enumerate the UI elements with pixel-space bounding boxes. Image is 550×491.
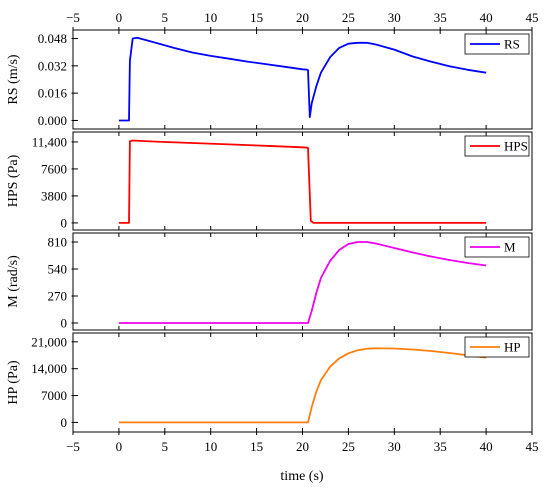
y-tick-label: 0.048: [38, 31, 67, 46]
y-tick-label: 0: [61, 215, 68, 230]
y-tick-label: 810: [48, 235, 68, 250]
legend: RS: [464, 33, 530, 55]
y-tick-label: 270: [48, 289, 68, 304]
x-tick-label-top: −5: [66, 10, 80, 25]
y-tick-label: 14,000: [31, 361, 67, 376]
y-axis-title: HPS (Pa): [6, 154, 21, 207]
y-axis-title: RS (m/s): [6, 54, 21, 105]
legend-label: M: [504, 240, 516, 255]
x-tick-label-bottom: 5: [162, 439, 169, 454]
series-line-rs: [118, 36, 487, 122]
y-tick-label: 3800: [41, 188, 67, 203]
x-tick-label-top: 45: [526, 10, 539, 25]
x-tick-label-bottom: 15: [250, 439, 263, 454]
y-tick-label: 0.016: [38, 86, 68, 101]
panel-frame: [72, 232, 533, 331]
x-tick-label-bottom: 0: [116, 439, 123, 454]
x-tick-label-bottom: 45: [526, 439, 539, 454]
panel-4: 0 7000 14,000 21,000 HP (Pa) HP: [6, 332, 533, 433]
y-tick-label: 11,400: [32, 134, 67, 149]
series-line-m: [118, 241, 487, 324]
x-tick-label-bottom: 20: [296, 439, 309, 454]
x-tick-label-bottom: −5: [66, 439, 80, 454]
panel-frame: [72, 332, 533, 433]
x-axis-title: time (s): [280, 469, 323, 484]
legend: M: [464, 236, 530, 258]
y-axis-title: HP (Pa): [6, 360, 21, 405]
legend: HP: [464, 336, 530, 358]
x-tick-label-bottom: 25: [342, 439, 355, 454]
legend-label: RS: [504, 37, 520, 52]
y-tick-label: 0.000: [38, 113, 67, 128]
y-tick-label: 0.032: [38, 58, 67, 73]
panel-frame: [72, 29, 533, 130]
x-tick-label-top: 20: [296, 10, 309, 25]
panel-1: 0.000 0.016 0.032 0.048 RS (m/s) RS: [6, 29, 533, 130]
legend: HPS: [464, 135, 530, 157]
legend-label: HP: [504, 340, 521, 355]
y-tick-label: 0: [61, 415, 68, 430]
y-tick-label: 7000: [41, 388, 67, 403]
panel-2: 0 3800 7600 11,400 HPS (Pa) HPS: [6, 131, 533, 231]
x-tick-label-top: 30: [388, 10, 401, 25]
series-line-hp: [118, 347, 487, 424]
x-tick-label-top: 15: [250, 10, 263, 25]
x-tick-label-top: 5: [162, 10, 169, 25]
x-tick-label-bottom: 40: [480, 439, 493, 454]
x-tick-label-bottom: 35: [434, 439, 447, 454]
x-tick-label-top: 10: [204, 10, 217, 25]
y-axis-title: M (rad/s): [6, 255, 21, 308]
x-tick-label-top: 25: [342, 10, 355, 25]
y-tick-label: 21,000: [31, 334, 67, 349]
x-tick-label-bottom: 30: [388, 439, 401, 454]
x-axis-layer: −5 −5 0 0 5 5 10 10 15 15 20 20 25 25 30 30 35 35 40 40 45 45: [66, 10, 538, 454]
panels-layer: 0.000 0.016 0.032 0.048 RS (m/s) RS 0 3800 7600 1…: [6, 29, 533, 433]
series-line-hps: [118, 139, 487, 224]
x-tick-label-top: 35: [434, 10, 447, 25]
y-tick-label: 0: [61, 316, 68, 331]
y-tick-label: 7600: [41, 161, 67, 176]
y-tick-label: 540: [48, 262, 68, 277]
x-tick-label-top: 40: [480, 10, 493, 25]
x-tick-label-top: 0: [116, 10, 123, 25]
panel-3: 0 270 540 810 M (rad/s) M: [6, 232, 533, 331]
x-tick-label-bottom: 10: [204, 439, 217, 454]
legend-label: HPS: [504, 139, 528, 154]
